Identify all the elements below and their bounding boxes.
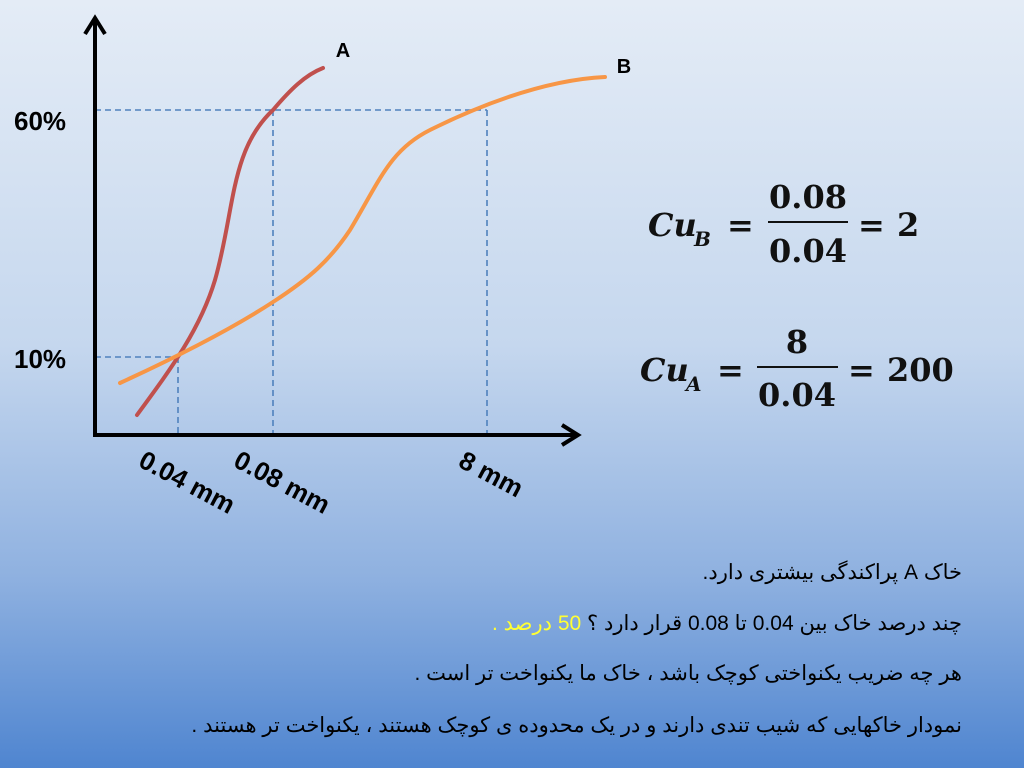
formula-symbol: Cu (648, 206, 697, 244)
formula-equals: = (848, 351, 875, 389)
text: چند درصد خاک بین 0.04 تا 0.08 قرار دارد … (587, 612, 962, 635)
curve-label: B (617, 56, 631, 78)
text: نمودار خاکهایی که شیب تندی دارند و در یک… (191, 714, 962, 737)
curve-b (118, 75, 607, 385)
answer: 50 درصد . (491, 612, 582, 635)
formula-symbol: Cu (640, 351, 689, 389)
text-line: نمودار خاکهایی که شیب تندی دارند و در یک… (191, 713, 962, 738)
formula-equals: = (727, 206, 754, 244)
text: خاک A پراکندگی بیشتری دارد. (702, 561, 962, 584)
text: هر چه ضریب یکنواختی کوچک باشد ، خاک ما ی… (414, 662, 962, 685)
formula-result: 2 (897, 206, 919, 244)
formula-denominator: 0.04 (758, 376, 836, 414)
formula-equals: = (717, 351, 744, 389)
text-line: چند درصد خاک بین 0.04 تا 0.08 قرار دارد … (492, 611, 962, 636)
formula-numerator: 8 (786, 323, 808, 361)
x-label: 0.04 mm (134, 444, 240, 519)
formula-numerator: 0.08 (769, 178, 847, 216)
x-label: 0.08 mm (229, 444, 335, 519)
formula-b: Cu B = 0.08 0.04 = 2 (648, 178, 919, 270)
formula-subscript: A (684, 372, 702, 396)
x-arrow (560, 423, 582, 447)
y-label: 10% (14, 344, 66, 374)
text-line: خاک A پراکندگی بیشتری دارد. (703, 560, 962, 585)
x-label: 8 mm (454, 445, 528, 503)
axes (83, 14, 582, 447)
y-arrow (83, 14, 107, 36)
guides (95, 109, 488, 435)
formula-result: 200 (887, 351, 954, 389)
curve-label: A (336, 40, 350, 62)
text-line: هر چه ضریب یکنواختی کوچک باشد ، خاک ما ی… (414, 661, 962, 686)
y-label: 60% (14, 106, 66, 136)
formula-subscript: B (693, 227, 711, 251)
formula-equals: = (858, 206, 885, 244)
formula-a: Cu A = 8 0.04 = 200 (640, 323, 954, 414)
formula-denominator: 0.04 (769, 232, 847, 270)
